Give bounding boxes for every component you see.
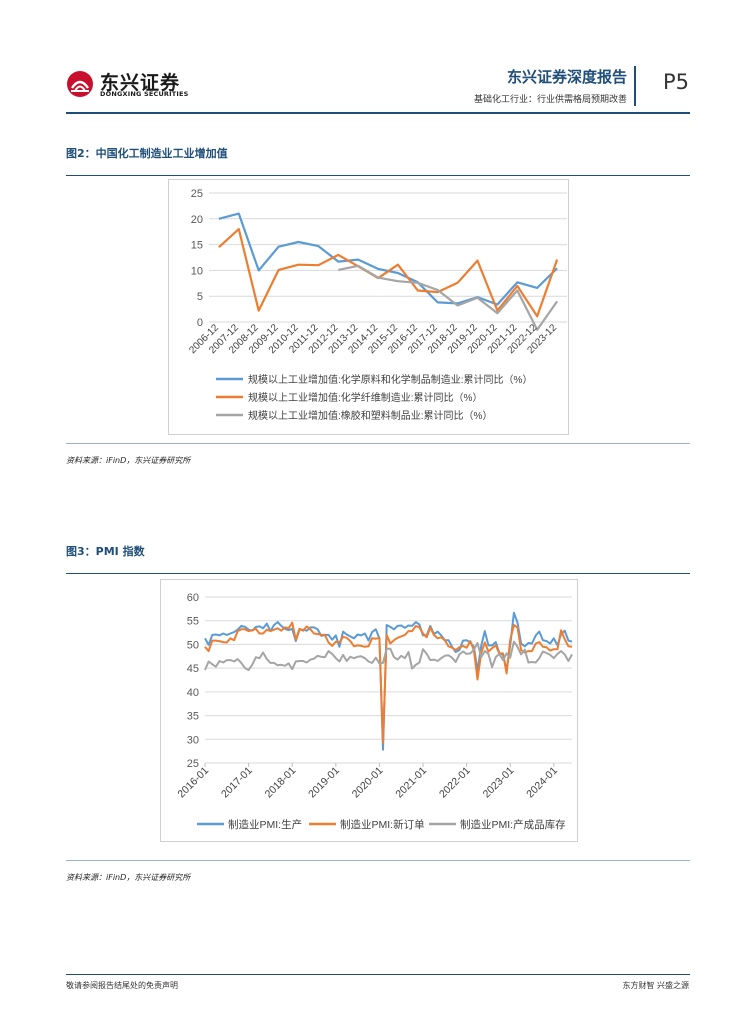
header-divider xyxy=(634,66,636,106)
y-tick-label: 45 xyxy=(187,663,199,675)
figure2-source: 资料来源：iFinD，东兴证券研究所 xyxy=(66,456,191,465)
x-tick-label: 2021-01 xyxy=(393,765,429,801)
logo-text-en: DONGXING SECURITIES xyxy=(100,90,189,98)
y-tick-label: 5 xyxy=(197,291,203,303)
legend-label: 规模以上工业增加值:橡胶和塑料制品业:累计同比（%） xyxy=(248,409,492,422)
y-tick-label: 0 xyxy=(197,317,203,329)
series-line-3 xyxy=(338,264,558,331)
y-tick-label: 25 xyxy=(187,758,199,770)
legend-label: 制造业PMI:生产 xyxy=(228,818,302,831)
footer-rule xyxy=(66,974,690,975)
figure2-title: 图2：中国化工制造业工业增加值 xyxy=(66,147,228,160)
series-line-2 xyxy=(204,621,573,744)
x-tick-label: 2020-01 xyxy=(350,765,386,801)
figure3-top-rule xyxy=(66,573,690,574)
x-tick-label: 2019-01 xyxy=(306,765,342,801)
y-tick-label: 40 xyxy=(187,687,199,699)
x-tick-label: 2018-01 xyxy=(263,765,299,801)
legend-label: 规模以上工业增加值:化学纤维制造业:累计同比（%） xyxy=(248,391,482,404)
y-tick-label: 50 xyxy=(187,639,199,651)
figure3-title: 图3：PMI 指数 xyxy=(66,545,145,558)
y-tick-label: 30 xyxy=(187,734,199,746)
figure3-bottom-rule xyxy=(66,860,690,861)
y-tick-label: 10 xyxy=(191,265,203,277)
y-tick-label: 55 xyxy=(187,616,199,628)
figure2-chart: 05101520252006-122007-122008-122009-1220… xyxy=(187,188,567,422)
legend-label: 制造业PMI:新订单 xyxy=(340,818,425,831)
series-line-1 xyxy=(218,212,558,306)
header-rule xyxy=(66,112,690,114)
figure3-chart-frame: 25 30 35 40 45 50 55 60 2016-01 2017-01 2018-01 201… xyxy=(160,579,578,842)
y-tick-label: 20 xyxy=(191,214,203,226)
y-tick-label: 15 xyxy=(191,240,203,252)
page-number: P5 xyxy=(663,70,690,94)
figure2-bottom-rule xyxy=(66,443,690,444)
y-tick-label: 60 xyxy=(187,592,199,604)
x-tick-label: 2017-01 xyxy=(219,765,255,801)
y-tick-label: 35 xyxy=(187,711,199,723)
x-tick-label: 2022-01 xyxy=(437,765,473,801)
y-tick-label: 25 xyxy=(191,188,203,200)
x-tick-label: 2024-01 xyxy=(524,765,560,801)
series-line-3 xyxy=(204,640,573,671)
logo-text-cn: 东兴证券 xyxy=(100,72,181,94)
figure2-top-rule xyxy=(66,175,690,176)
legend-label: 制造业PMI:产成品库存 xyxy=(460,818,566,831)
series-line-2 xyxy=(218,228,559,318)
x-tick-label: 2023-01 xyxy=(481,765,517,801)
dongxing-logo-icon xyxy=(67,71,93,97)
report-subtitle: 基础化工行业：行业供需格局预期改善 xyxy=(473,95,627,105)
figure2-chart-frame: 0 5 10 15 20 25 2006-12 2007-12 2008-12 2009-12 20… xyxy=(168,179,569,435)
footer-disclaimer: 敬请参阅报告结尾处的免责声明 xyxy=(66,981,178,990)
footer-slogan: 东方财智 兴盛之源 xyxy=(622,981,689,990)
figure3-source: 资料来源：iFinD，东兴证券研究所 xyxy=(66,873,191,882)
report-title: 东兴证券深度报告 xyxy=(506,68,627,86)
legend-label: 规模以上工业增加值:化学原料和化学制品制造业:累计同比（%） xyxy=(248,373,532,386)
